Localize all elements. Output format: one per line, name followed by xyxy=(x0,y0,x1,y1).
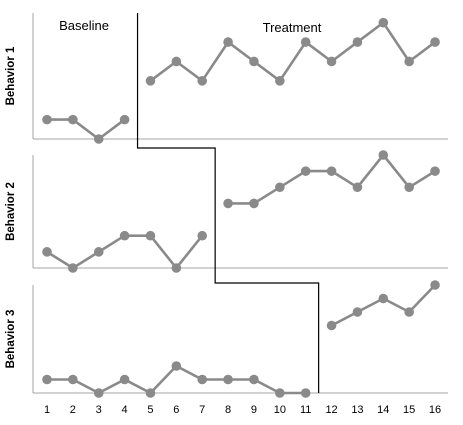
x-tick-label: 13 xyxy=(351,404,363,416)
treatment-data-point xyxy=(326,320,337,331)
treatment-data-point xyxy=(145,76,156,86)
treatment-data-point xyxy=(404,56,414,67)
treatment-data-point xyxy=(326,56,337,67)
treatment-data-point xyxy=(352,307,363,317)
x-tick-label: 6 xyxy=(173,404,179,416)
treatment-data-point xyxy=(223,37,233,47)
x-tick-label: 10 xyxy=(274,404,286,416)
treatment-data-point xyxy=(249,198,259,209)
treatment-data-point xyxy=(404,182,414,193)
baseline-data-point xyxy=(68,374,78,385)
treatment-data-point xyxy=(300,166,311,176)
treatment-data-point xyxy=(378,17,389,28)
treatment-series-line xyxy=(228,153,436,205)
behavior-label: Behavior 1 xyxy=(5,46,17,105)
treatment-data-point xyxy=(404,307,414,317)
treatment-data-point xyxy=(197,76,208,86)
behavior-label: Behavior 2 xyxy=(5,182,17,241)
treatment-data-point xyxy=(430,37,440,47)
baseline-data-point xyxy=(119,230,130,241)
x-tick-label: 4 xyxy=(122,404,128,416)
baseline-data-point xyxy=(249,374,259,385)
baseline-data-point xyxy=(275,388,285,398)
baseline-series-line xyxy=(47,118,126,141)
baseline-data-point xyxy=(68,263,78,273)
panel-1: Behavior 1 xyxy=(5,13,448,144)
panel-3: Behavior 3 xyxy=(5,280,448,398)
treatment-data-point xyxy=(275,76,285,86)
x-tick-label: 1 xyxy=(44,404,50,416)
x-tick-label: 12 xyxy=(325,404,337,416)
treatment-series-line xyxy=(149,21,436,83)
baseline-data-point xyxy=(197,374,208,385)
baseline-data-point xyxy=(300,388,311,398)
treatment-data-point xyxy=(275,182,285,193)
baseline-data-point xyxy=(93,247,104,257)
panels: Behavior 1 Behavior 2 Behavior 3 xyxy=(5,13,448,398)
x-tick-label: 9 xyxy=(251,404,257,416)
baseline-data-point xyxy=(171,361,182,371)
baseline-data-point xyxy=(93,388,104,398)
x-tick-label: 5 xyxy=(147,404,153,416)
treatment-data-point xyxy=(326,166,337,176)
x-tick-label: 16 xyxy=(429,404,441,416)
behavior-label: Behavior 3 xyxy=(5,310,17,369)
treatment-data-point xyxy=(352,37,363,47)
x-tick-label: 14 xyxy=(377,404,389,416)
treatment-data-point xyxy=(430,166,440,176)
baseline-data-point xyxy=(42,247,52,257)
treatment-data-point xyxy=(223,198,233,209)
baseline-data-point xyxy=(93,134,104,144)
baseline-data-point xyxy=(145,388,156,398)
phase-change-line xyxy=(136,13,320,393)
treatment-data-point xyxy=(171,56,182,67)
baseline-series-line xyxy=(46,234,204,270)
treatment-data-point xyxy=(378,150,389,160)
treatment-data-point xyxy=(430,280,440,290)
baseline-data-point xyxy=(42,114,52,125)
x-tick-label: 8 xyxy=(225,404,231,416)
baseline-data-point xyxy=(119,114,130,125)
x-tick-label: 2 xyxy=(70,404,76,416)
baseline-data-point xyxy=(68,114,78,125)
treatment-data-point xyxy=(300,37,311,47)
baseline-data-point xyxy=(119,374,130,385)
baseline-data-point xyxy=(42,374,52,385)
baseline-data-point xyxy=(197,230,208,241)
x-tick-label: 15 xyxy=(403,404,415,416)
x-tick-label: 3 xyxy=(96,404,102,416)
phase-label-treatment: Treatment xyxy=(263,20,322,35)
treatment-data-point xyxy=(352,182,363,193)
baseline-data-point xyxy=(171,263,182,273)
x-tick-label: 11 xyxy=(300,404,311,416)
treatment-series-line xyxy=(330,284,437,327)
baseline-data-point xyxy=(145,230,156,241)
panel-2: Behavior 2 xyxy=(5,150,448,273)
phase-label-baseline: Baseline xyxy=(59,18,109,33)
x-axis-ticks: 1 2 3 4 5 6 7 8 9 10 11 12 13 14 15 16 xyxy=(44,404,441,416)
x-tick-label: 7 xyxy=(199,404,205,416)
treatment-data-point xyxy=(249,56,259,67)
treatment-data-point xyxy=(378,293,389,304)
baseline-data-point xyxy=(223,374,233,385)
